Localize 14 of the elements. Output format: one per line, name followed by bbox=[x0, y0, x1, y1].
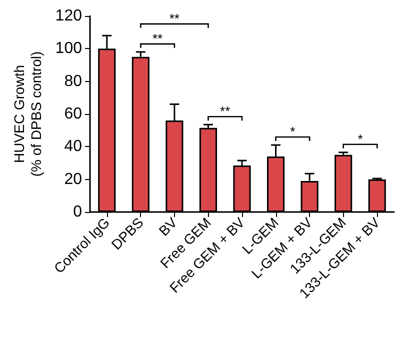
annotation: ** bbox=[152, 30, 163, 46]
y-tick-label: 40 bbox=[64, 138, 82, 156]
y-tick-label: 80 bbox=[64, 72, 82, 90]
y-tick-label: 120 bbox=[55, 8, 82, 24]
y-tick-label: 100 bbox=[55, 40, 82, 58]
x-tick-label: BV bbox=[156, 214, 181, 239]
annotation: * bbox=[358, 131, 363, 146]
annotation: ** bbox=[220, 104, 230, 119]
y-tick-label: 20 bbox=[64, 170, 82, 188]
y-tick-label: 0 bbox=[73, 204, 82, 220]
annotation: ** bbox=[169, 10, 180, 26]
y-axis-title: HUVEC Growth (% of DPBS control) bbox=[10, 51, 44, 177]
annotation: * bbox=[290, 124, 296, 140]
y-tick-label: 60 bbox=[64, 106, 82, 122]
